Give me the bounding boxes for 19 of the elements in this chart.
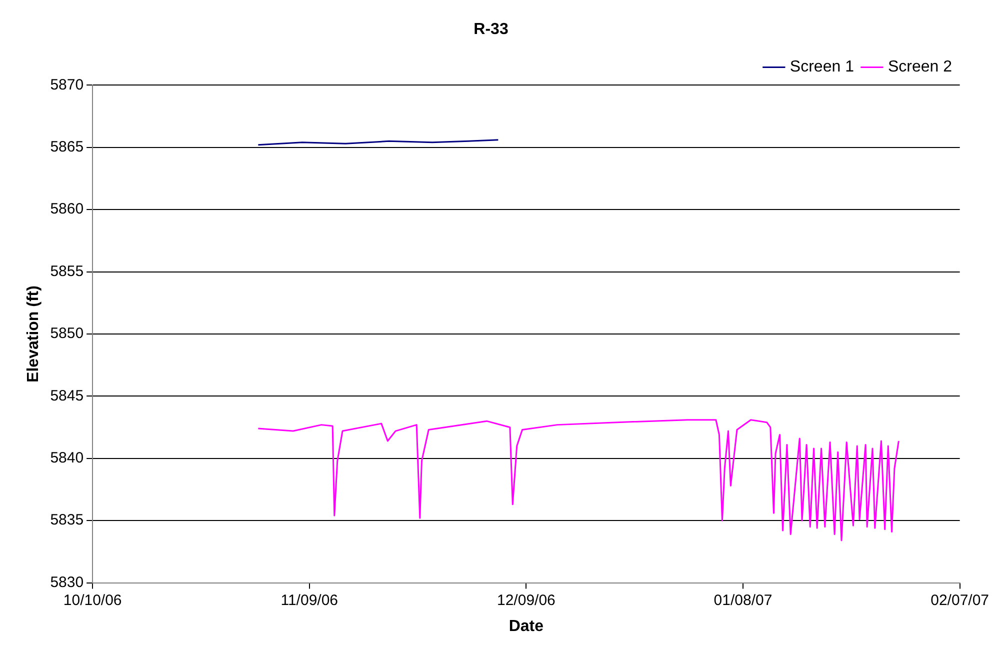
x-tick-label: 02/07/07 xyxy=(930,592,989,609)
y-tick-label: 5840 xyxy=(50,450,84,467)
legend-label: Screen 1 xyxy=(790,58,854,76)
y-tick-label: 5870 xyxy=(50,76,84,94)
legend-label: Screen 2 xyxy=(888,58,952,76)
y-tick-label: 5865 xyxy=(50,138,84,156)
x-tick-label: 11/09/06 xyxy=(280,592,338,609)
x-tick-label: 10/10/06 xyxy=(63,592,122,609)
x-tick-label: 12/09/06 xyxy=(496,592,556,609)
y-tick-label: 5830 xyxy=(50,574,84,591)
y-tick-label: 5835 xyxy=(50,512,84,529)
x-axis-title: Date xyxy=(508,618,544,635)
y-axis-title: Elevation (ft) xyxy=(25,286,42,382)
y-tick-label: 5860 xyxy=(50,200,84,218)
y-tick-label: 5845 xyxy=(50,387,84,404)
y-tick-label: 5855 xyxy=(50,262,84,280)
chart-title: R-33 xyxy=(474,21,508,38)
x-tick-label: 01/08/07 xyxy=(714,592,772,609)
y-tick-label: 5850 xyxy=(50,325,84,342)
